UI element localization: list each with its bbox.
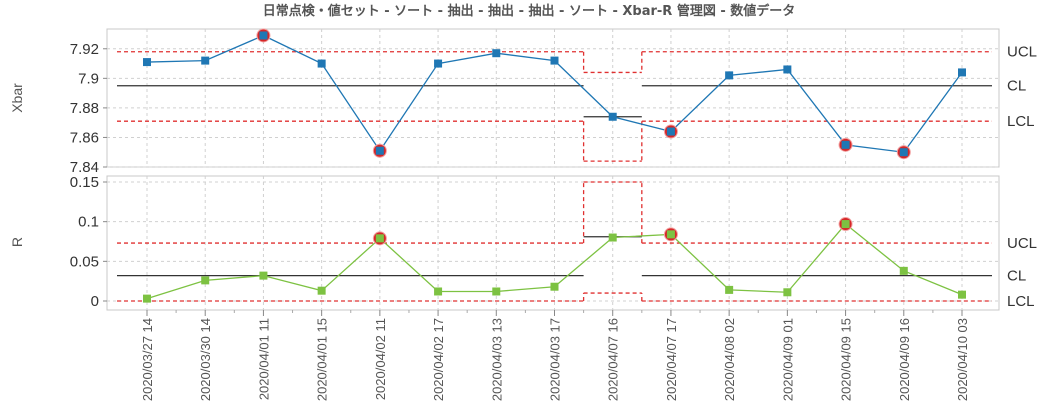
xbar-point — [841, 140, 850, 149]
x-tick-label: 2020/04/07 16 — [606, 318, 621, 401]
xbar-label-lcl: LCL — [1007, 113, 1035, 130]
r-point — [550, 282, 559, 291]
r-point — [899, 266, 908, 275]
x-tick-label: 2020/03/30 14 — [198, 318, 213, 401]
xbar-point — [143, 58, 151, 67]
x-tick-label: 2020/04/02 11 — [373, 318, 388, 400]
x-tick-label: 2020/04/03 13 — [489, 318, 504, 401]
r-point — [317, 286, 326, 295]
r-y-tick-label: 0 — [91, 293, 99, 310]
r-label-ucl: UCL — [1007, 235, 1037, 252]
r-point — [958, 290, 966, 299]
x-tick-label: 2020/04/07 17 — [664, 318, 679, 401]
xbar-label-ucl: UCL — [1007, 44, 1037, 61]
xbar-point — [375, 146, 384, 155]
r-point — [143, 294, 151, 303]
r-y-tick-label: 0.1 — [78, 214, 99, 231]
xbar-y-tick-label: 7.92 — [70, 41, 99, 58]
r-y-tick-label: 0.15 — [70, 174, 99, 191]
xbar-point — [317, 59, 326, 68]
x-tick-label: 2020/03/27 14 — [140, 318, 155, 401]
xbar-grid — [107, 29, 999, 168]
xbar-point — [550, 56, 559, 65]
r-label-cl: CL — [1007, 268, 1026, 285]
xbar-y-tick-label: 7.86 — [70, 129, 99, 146]
x-tick-label: 2020/04/09 15 — [839, 318, 854, 401]
xbar-point — [666, 127, 675, 136]
xbar-point — [434, 59, 443, 68]
x-tick-label: 2020/04/03 17 — [548, 318, 563, 401]
xbar-y-tick-label: 7.88 — [70, 100, 99, 117]
xbar-y-axis: 7.84 7.86 7.88 7.9 7.92 — [70, 41, 107, 176]
r-point — [375, 234, 384, 243]
xbar-series — [143, 28, 966, 160]
r-point — [201, 276, 210, 285]
x-tick-label: 2020/04/10 03 — [955, 318, 970, 401]
xbar-control-limits — [117, 51, 992, 162]
x-tick-label: 2020/04/01 11 — [256, 318, 271, 400]
x-axis: 2020/03/27 14 2020/03/30 14 2020/04/01 11 2… — [140, 310, 970, 401]
r-point — [783, 288, 792, 297]
r-y-axis: 0 0.05 0.1 0.15 — [70, 174, 107, 310]
r-point — [666, 230, 675, 239]
xbar-point — [725, 71, 734, 80]
r-point — [608, 233, 617, 242]
xbar-point — [259, 31, 268, 40]
r-point — [492, 287, 501, 296]
r-y-tick-label: 0.05 — [70, 253, 99, 270]
x-tick-label: 2020/04/09 16 — [897, 318, 912, 401]
chart-title: 日常点検・値セット - ソート - 抽出 - 抽出 - 抽出 - ソート - X… — [263, 3, 796, 19]
r-point — [841, 220, 850, 229]
r-point — [259, 271, 268, 280]
xbar-point — [899, 148, 908, 157]
r-point — [434, 287, 443, 296]
r-point — [725, 285, 734, 294]
xbar-point — [201, 56, 210, 65]
xbar-point — [958, 68, 966, 77]
r-control-limits — [117, 181, 992, 302]
r-limit-labels: UCL CL LCL — [1007, 235, 1037, 310]
r-axis-label: R — [9, 237, 25, 247]
x-tick-label: 2020/04/01 15 — [315, 318, 330, 401]
r-series — [143, 217, 966, 303]
x-tick-label: 2020/04/09 01 — [780, 318, 795, 401]
xbar-panel: 7.84 7.86 7.88 7.9 7.92 Xbar UCL CL LCL — [9, 28, 1037, 176]
xbar-axis-label: Xbar — [9, 83, 25, 113]
xbar-point — [492, 49, 501, 58]
xbar-y-tick-label: 7.84 — [70, 159, 99, 176]
x-tick-label: 2020/04/02 17 — [431, 318, 446, 401]
xbar-point — [783, 65, 792, 74]
xbar-y-tick-label: 7.9 — [78, 70, 99, 87]
xbar-limit-labels: UCL CL LCL — [1007, 44, 1037, 130]
xbar-plot-area — [106, 28, 1000, 168]
xbar-label-cl: CL — [1007, 78, 1026, 95]
xbar-point — [608, 112, 617, 121]
r-panel: 0 0.05 0.1 0.15 R UCL CL LCL — [9, 174, 1037, 311]
r-label-lcl: LCL — [1007, 293, 1035, 310]
x-tick-label: 2020/04/08 02 — [722, 318, 737, 401]
